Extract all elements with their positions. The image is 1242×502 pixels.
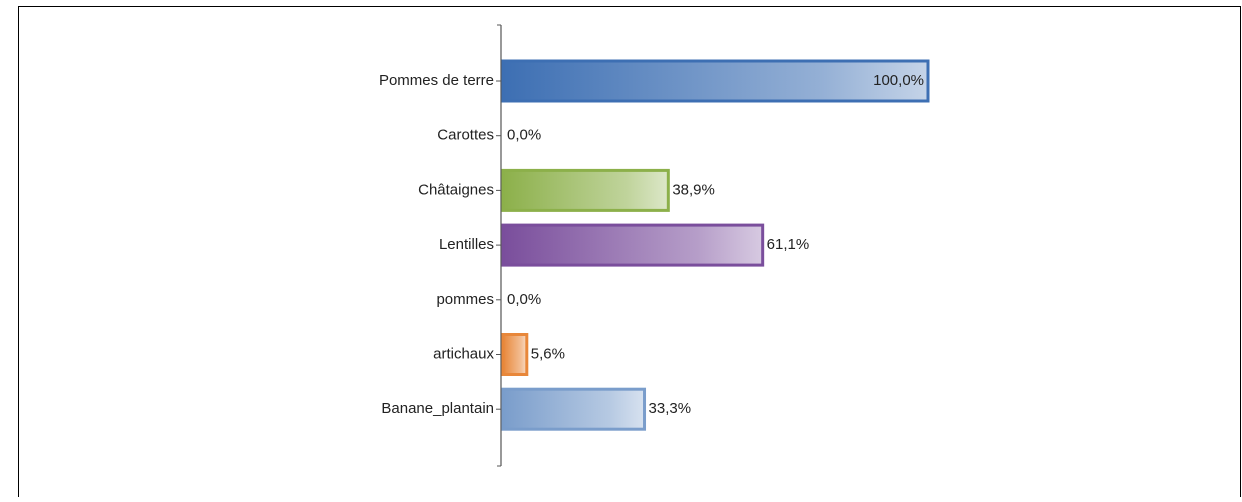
y-tick-label: Lentilles bbox=[439, 236, 494, 253]
y-tick-label: Pommes de terre bbox=[379, 72, 494, 89]
bar bbox=[501, 59, 930, 103]
data-label: 100,0% bbox=[873, 72, 924, 89]
data-label: 0,0% bbox=[507, 127, 541, 144]
bar bbox=[501, 333, 529, 376]
data-label: 61,1% bbox=[767, 236, 810, 253]
y-tick-label: Carottes bbox=[437, 127, 494, 144]
bar bbox=[501, 387, 647, 431]
bar bbox=[501, 223, 765, 267]
y-tick-label: artichaux bbox=[433, 345, 494, 362]
y-tick-label: pommes bbox=[436, 291, 494, 308]
bar bbox=[501, 168, 670, 212]
data-label: 38,9% bbox=[672, 181, 715, 198]
data-label: 33,3% bbox=[649, 400, 692, 417]
y-tick-label: Châtaignes bbox=[418, 181, 494, 198]
data-label: 5,6% bbox=[531, 345, 565, 362]
data-label: 0,0% bbox=[507, 291, 541, 308]
y-tick-label: Banane_plantain bbox=[381, 400, 494, 417]
